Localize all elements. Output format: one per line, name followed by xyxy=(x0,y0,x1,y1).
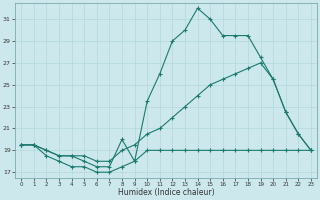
X-axis label: Humidex (Indice chaleur): Humidex (Indice chaleur) xyxy=(118,188,214,197)
